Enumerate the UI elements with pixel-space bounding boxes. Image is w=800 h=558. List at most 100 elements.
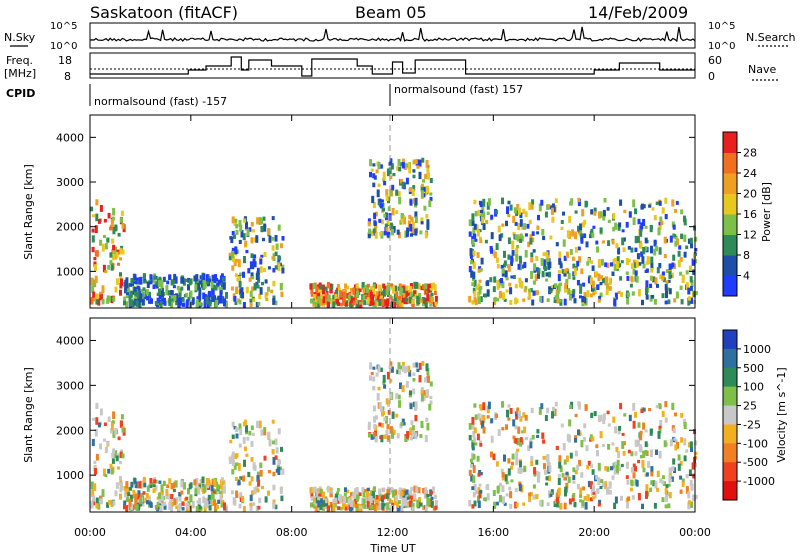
- velocity-cell: [430, 500, 434, 508]
- power-cell: [205, 296, 209, 305]
- velocity-cell: [132, 490, 136, 495]
- power-cell: [109, 260, 113, 265]
- power-cell: [401, 162, 405, 169]
- velocity-cell: [659, 420, 663, 428]
- power-cell: [409, 187, 412, 192]
- power-cell: [396, 302, 400, 308]
- velocity-cell: [198, 484, 202, 488]
- power-cell: [425, 160, 429, 168]
- power-cell: [175, 301, 179, 306]
- power-cell: [560, 226, 564, 230]
- power-cell: [433, 284, 437, 291]
- velocity-cell: [267, 470, 271, 474]
- velocity-cell: [366, 494, 370, 502]
- power-cell: [642, 204, 646, 209]
- power-cell: [587, 258, 591, 262]
- power-cell: [119, 257, 122, 261]
- power-cell: [354, 294, 358, 302]
- velocity-cell: [627, 496, 631, 501]
- velocity-cell: [687, 501, 691, 510]
- cpid-label: CPID: [6, 87, 35, 100]
- velocity-cell: [509, 408, 513, 414]
- power-cell: [592, 292, 596, 296]
- power-cell: [110, 264, 114, 271]
- power-cell: [468, 219, 472, 227]
- power-cell: [571, 229, 575, 237]
- velocity-cell: [613, 461, 617, 466]
- power-cell: [91, 214, 95, 218]
- velocity-cell: [583, 423, 587, 429]
- power-cell: [372, 228, 376, 234]
- power-cell: [661, 293, 665, 299]
- power-cell: [416, 295, 420, 304]
- velocity-cell: [119, 461, 122, 465]
- power-cell: [367, 232, 371, 239]
- power-cell: [369, 159, 373, 167]
- power-cell: [249, 300, 253, 307]
- power-cell: [519, 257, 522, 264]
- velocity-cell: [679, 475, 683, 480]
- velocity-cell: [647, 461, 651, 468]
- velocity-cell: [99, 498, 103, 504]
- velocity-cell: [214, 489, 218, 495]
- velocity-cell: [117, 436, 121, 441]
- power-cell: [111, 216, 115, 221]
- power-cell: [249, 298, 253, 303]
- velocity-cell: [679, 489, 683, 494]
- velocity-cell: [239, 428, 243, 436]
- velocity-cell: [544, 415, 548, 421]
- power-cell: [230, 286, 234, 291]
- power-cell: [530, 204, 534, 210]
- power-cell: [644, 225, 648, 229]
- power-cell: [566, 230, 570, 238]
- velocity-cell: [408, 500, 412, 507]
- power-cell: [188, 300, 192, 309]
- power-cell: [608, 286, 612, 291]
- power-cell: [556, 297, 560, 304]
- power-cell: [420, 285, 424, 291]
- power-cell: [203, 294, 207, 301]
- velocity-cell: [595, 444, 599, 449]
- power-cell: [431, 282, 435, 290]
- power-cell: [424, 297, 428, 304]
- power-cell: [383, 213, 387, 218]
- power-cell: [327, 281, 330, 289]
- velocity-cell: [238, 443, 242, 448]
- velocity-cell: [659, 478, 663, 483]
- power-cell: [402, 293, 406, 298]
- power-cell: [597, 273, 601, 282]
- power-cell: [408, 166, 412, 174]
- power-cell: [679, 271, 683, 276]
- power-cell: [617, 290, 621, 294]
- velocity-cell: [384, 415, 388, 424]
- velocity-cell: [566, 433, 570, 442]
- power-cell: [408, 296, 412, 304]
- nsearch-tick-top: 10^5: [708, 21, 735, 32]
- velocity-cell: [363, 504, 367, 509]
- velocity-cell: [401, 365, 405, 372]
- velocity-cell: [272, 484, 276, 491]
- power-cell: [625, 221, 629, 228]
- power-cell: [241, 291, 244, 299]
- velocity-cell: [627, 449, 631, 454]
- velocity-cell: [171, 501, 175, 507]
- velocity-cell: [207, 494, 211, 500]
- power-cell: [366, 297, 370, 304]
- power-cell: [540, 199, 544, 206]
- velocity-cell: [112, 430, 116, 438]
- power-cell: [512, 275, 516, 279]
- velocity-cell: [622, 451, 626, 456]
- velocity-cell: [642, 450, 646, 458]
- velocity-cell: [511, 461, 514, 466]
- power-cell: [655, 201, 659, 205]
- velocity-cell: [178, 492, 182, 497]
- power-cell: [136, 293, 140, 297]
- velocity-cell: [520, 468, 524, 473]
- velocity-cell: [565, 471, 569, 476]
- velocity-cell: [272, 457, 276, 465]
- power-cell: [645, 294, 649, 300]
- power-cell: [260, 225, 264, 233]
- velocity-cell: [422, 488, 426, 493]
- power-cell: [342, 299, 345, 306]
- velocity-cell: [203, 504, 207, 512]
